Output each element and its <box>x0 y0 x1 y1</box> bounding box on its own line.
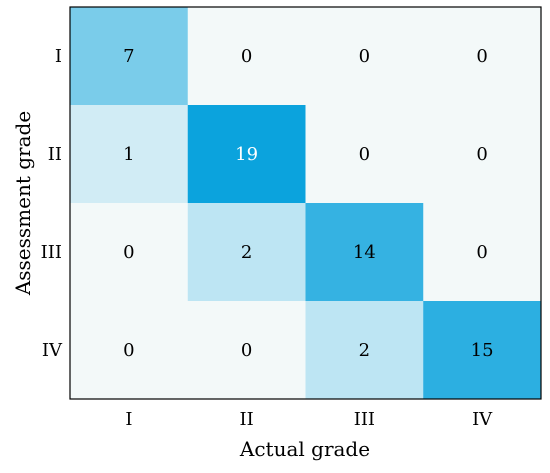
heatmap-cell-r4-c3 <box>305 301 424 400</box>
cell-value-label-r1-c3: 0 <box>359 46 370 67</box>
heatmap-cell-r4-c1 <box>70 301 189 400</box>
y-tick-label-4: IV <box>42 340 63 361</box>
heatmap-cell-r2-c4 <box>423 105 542 204</box>
cell-value-label-r4-c1: 0 <box>123 340 134 361</box>
cell-value-label-r3-c4: 0 <box>476 242 487 263</box>
heatmap-cell-r1-c4 <box>423 7 542 106</box>
heatmap-cell-r3-c2 <box>187 203 306 302</box>
heatmap-cell-r3-c1 <box>70 203 189 302</box>
cell-value-label-r1-c1: 7 <box>123 46 134 67</box>
cell-value-label-r2-c2: 19 <box>235 144 258 165</box>
x-tick-label-1: I <box>125 409 132 430</box>
heatmap-cell-r2-c3 <box>305 105 424 204</box>
cell-value-label-r4-c3: 2 <box>359 340 370 361</box>
cell-value-label-r4-c4: 15 <box>471 340 494 361</box>
y-tick-label-2: II <box>48 144 62 165</box>
heatmap-cell-r4-c4 <box>423 301 542 400</box>
cell-value-label-r2-c1: 1 <box>123 144 134 165</box>
x-axis-ticks: I II III IV <box>125 409 493 430</box>
x-axis-title: Actual grade <box>239 437 370 461</box>
heatmap-cell-r2-c2 <box>187 105 306 204</box>
heatmap-cell-r2-c1 <box>70 105 189 204</box>
heatmap-cell-r1-c1 <box>70 7 189 106</box>
heatmap-cell-r3-c4 <box>423 203 542 302</box>
cell-value-label-r3-c2: 2 <box>241 242 252 263</box>
y-axis-title: Assessment grade <box>11 111 35 296</box>
cell-value-label-r3-c3: 14 <box>353 242 376 263</box>
plot-frame <box>69 6 542 400</box>
x-tick-label-4: IV <box>472 409 493 430</box>
y-tick-label-1: I <box>55 46 62 67</box>
cell-value-label-r2-c4: 0 <box>476 144 487 165</box>
cell-value-label-r2-c3: 0 <box>359 144 370 165</box>
heatmap-cells: 7 0 0 0 1 19 0 0 0 2 14 0 0 0 2 15 <box>70 7 542 400</box>
x-tick-label-3: III <box>354 409 375 430</box>
y-tick-label-3: III <box>41 242 62 263</box>
x-tick-label-2: II <box>240 409 254 430</box>
cell-value-label-r1-c4: 0 <box>476 46 487 67</box>
heatmap-cell-r1-c3 <box>305 7 424 106</box>
heatmap-cell-r1-c2 <box>187 7 306 106</box>
heatmap-cell-r3-c3 <box>305 203 424 302</box>
cell-value-label-r4-c2: 0 <box>241 340 252 361</box>
cell-value-label-r3-c1: 0 <box>123 242 134 263</box>
cell-value-label-r1-c2: 0 <box>241 46 252 67</box>
heatmap-cell-r4-c2 <box>187 301 306 400</box>
